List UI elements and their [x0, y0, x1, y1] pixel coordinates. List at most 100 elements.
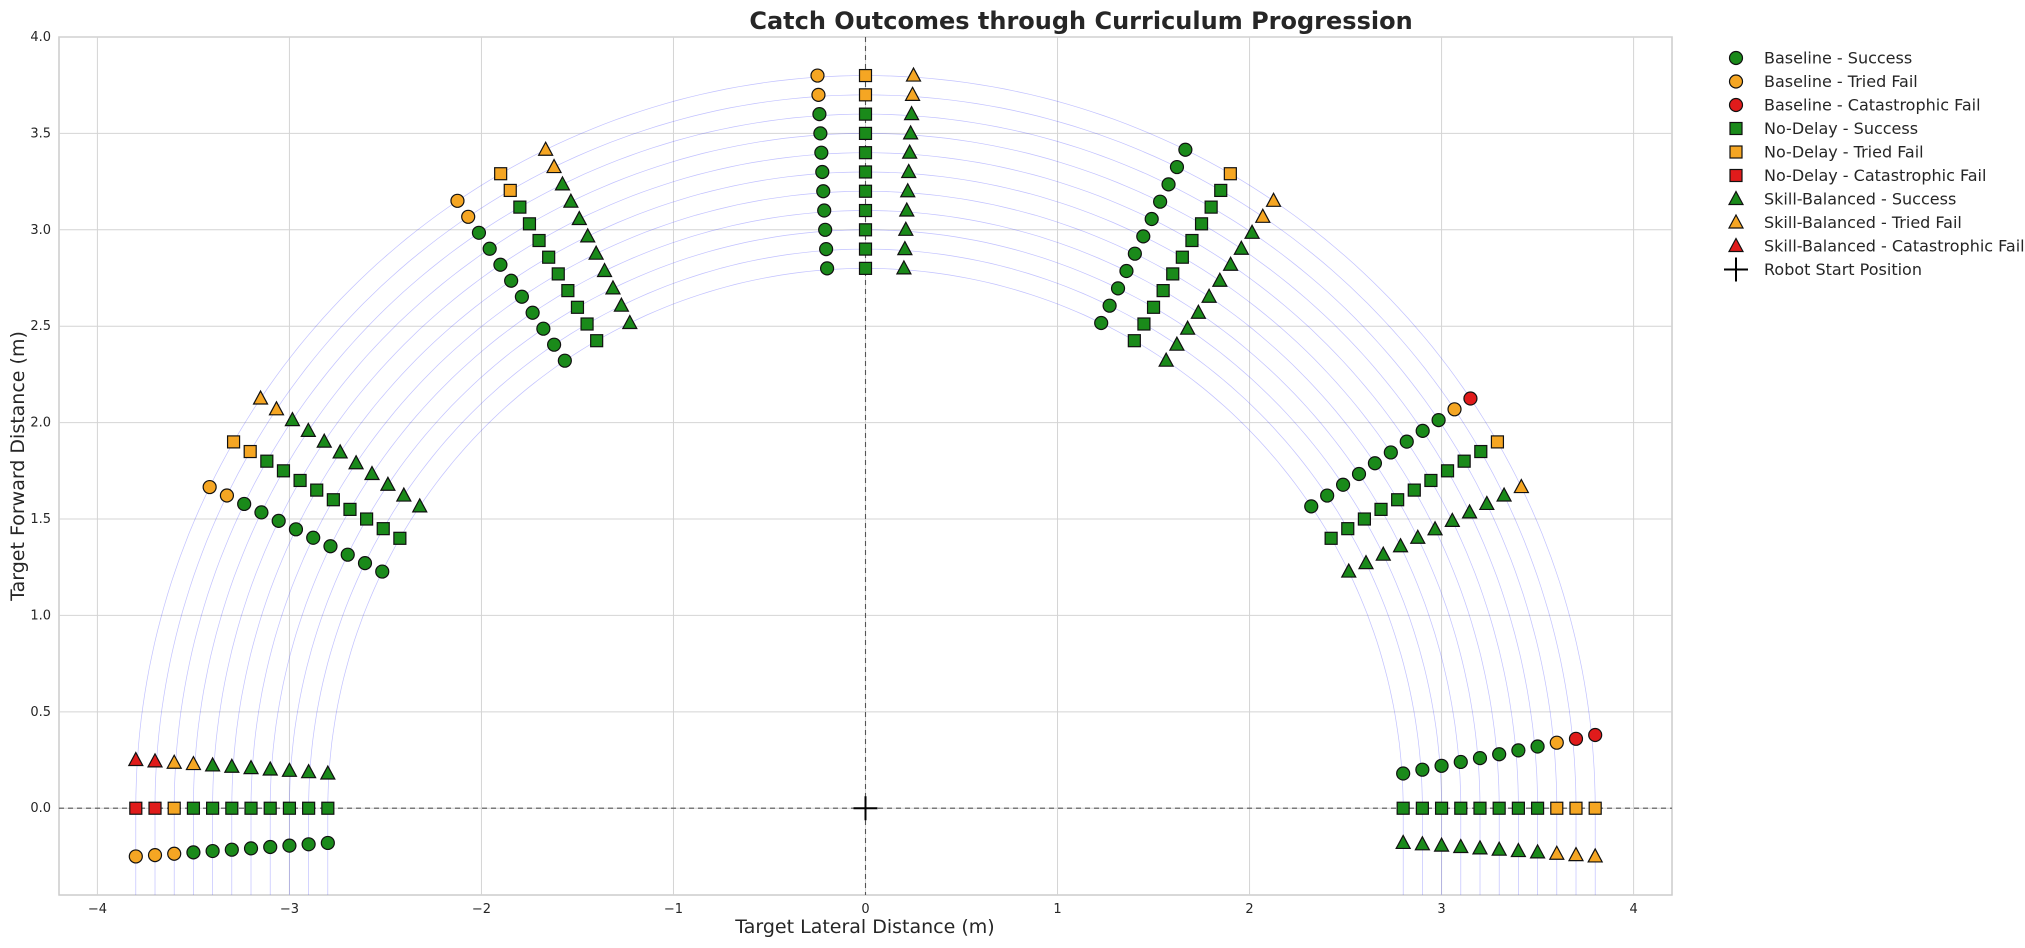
- x-tick-label: −2: [472, 902, 491, 917]
- baseline-point: [1463, 391, 1478, 406]
- baseline-point: [375, 564, 390, 579]
- baseline-point: [1383, 445, 1398, 460]
- skill-balanced-point: [363, 465, 381, 481]
- skill-balanced-point: [1471, 839, 1488, 855]
- skill-balanced-point: [896, 240, 913, 256]
- skill-balanced-point: [902, 124, 919, 140]
- no-delay-point: [186, 801, 201, 815]
- baseline-point: [1511, 743, 1526, 758]
- legend-marker: [1727, 190, 1745, 206]
- legend-marker: [1729, 121, 1743, 136]
- legend-entry: Skill-Balanced - Tried Fail: [1727, 213, 1962, 232]
- no-delay-point: [1415, 801, 1429, 815]
- baseline-point: [1169, 159, 1185, 175]
- legend-label: Skill-Balanced - Tried Fail: [1764, 213, 1962, 232]
- no-delay-point: [858, 242, 873, 256]
- legend-marker: [1727, 237, 1745, 253]
- legend-entry: Skill-Balanced - Success: [1727, 190, 1956, 209]
- no-delay-point: [360, 512, 374, 526]
- data-points: [127, 66, 1604, 864]
- baseline-point: [1492, 747, 1507, 762]
- no-delay-point: [260, 454, 274, 468]
- no-delay-point: [1374, 502, 1388, 516]
- no-delay-point: [326, 493, 340, 507]
- skill-balanced-point: [596, 262, 613, 278]
- skill-balanced-point: [316, 432, 333, 448]
- no-delay-point: [1407, 483, 1421, 497]
- no-delay-point: [1492, 801, 1506, 815]
- legend-marker: [1729, 168, 1743, 183]
- no-delay-point: [858, 184, 873, 198]
- legend-label: Baseline - Catastrophic Fail: [1764, 96, 1981, 115]
- skill-balanced-point: [1340, 562, 1357, 578]
- no-delay-point: [1454, 801, 1468, 815]
- skill-balanced-point: [1478, 495, 1495, 511]
- legend-label: Robot Start Position: [1764, 260, 1922, 279]
- no-delay-point: [1357, 512, 1371, 526]
- baseline-point: [1304, 499, 1319, 514]
- baseline-point: [525, 305, 540, 320]
- skill-balanced-point: [300, 763, 317, 779]
- baseline-point: [816, 184, 831, 199]
- baseline-point: [819, 241, 834, 257]
- no-delay-point: [1391, 493, 1405, 507]
- legend-entry: Baseline - Catastrophic Fail: [1728, 96, 1981, 115]
- no-delay-point: [522, 217, 537, 231]
- skill-balanced-point: [554, 175, 571, 191]
- baseline-point: [219, 488, 235, 503]
- baseline-point: [1530, 739, 1545, 754]
- skill-balanced-point: [1375, 545, 1392, 561]
- skill-balanced-point: [204, 756, 221, 772]
- skill-balanced-point: [1510, 842, 1527, 858]
- no-delay-point: [1569, 801, 1583, 815]
- no-delay-point: [343, 502, 357, 516]
- no-delay-point: [293, 473, 307, 488]
- y-axis-label: Target Forward Distance (m): [7, 331, 29, 602]
- skill-balanced-point: [348, 454, 365, 470]
- baseline-point: [306, 530, 321, 545]
- skill-balanced-point: [262, 760, 279, 776]
- baseline-point: [167, 846, 182, 861]
- skill-balanced-point: [604, 279, 621, 295]
- skill-balanced-point: [613, 296, 630, 312]
- baseline-point: [450, 193, 465, 208]
- baseline-point: [1472, 751, 1488, 766]
- y-tick-label: 4.0: [30, 30, 51, 45]
- skill-balanced-point: [579, 227, 596, 243]
- baseline-point: [814, 145, 829, 160]
- no-delay-point: [225, 801, 239, 815]
- no-delay-point: [226, 435, 241, 449]
- no-delay-point: [1185, 233, 1199, 248]
- baseline-point: [1351, 466, 1367, 482]
- skill-balanced-point: [1265, 192, 1282, 207]
- x-tick-label: −1: [664, 902, 683, 917]
- skill-balanced-point: [147, 752, 164, 768]
- no-delay-point: [1474, 444, 1488, 459]
- skill-balanced-point: [395, 486, 412, 502]
- legend-label: No-Delay - Catastrophic Fail: [1764, 166, 1986, 185]
- skill-balanced-point: [1358, 554, 1375, 570]
- baseline-point: [493, 257, 508, 272]
- legend-entry: Skill-Balanced - Catastrophic Fail: [1727, 237, 2025, 256]
- no-delay-point: [858, 223, 873, 237]
- skill-balanced-point: [899, 182, 916, 198]
- baseline-point: [1178, 142, 1193, 157]
- legend-marker: [1728, 50, 1744, 66]
- no-delay-point: [1588, 801, 1602, 815]
- no-delay-point: [243, 444, 257, 459]
- no-delay-point: [321, 801, 335, 815]
- skill-balanced-point: [537, 140, 554, 156]
- no-delay-point: [1146, 300, 1161, 314]
- no-delay-point: [561, 284, 575, 298]
- skill-balanced-point: [1491, 840, 1508, 856]
- baseline-point: [471, 225, 487, 240]
- no-delay-point: [310, 483, 324, 497]
- baseline-point: [819, 261, 835, 276]
- baseline-point: [224, 842, 239, 857]
- skill-balanced-point: [1444, 512, 1461, 527]
- baseline-point: [1568, 731, 1584, 746]
- skill-balanced-point: [1513, 478, 1530, 494]
- x-axis-label: Target Lateral Distance (m): [734, 916, 994, 938]
- baseline-point: [254, 505, 269, 520]
- legend-marker: [1728, 97, 1744, 113]
